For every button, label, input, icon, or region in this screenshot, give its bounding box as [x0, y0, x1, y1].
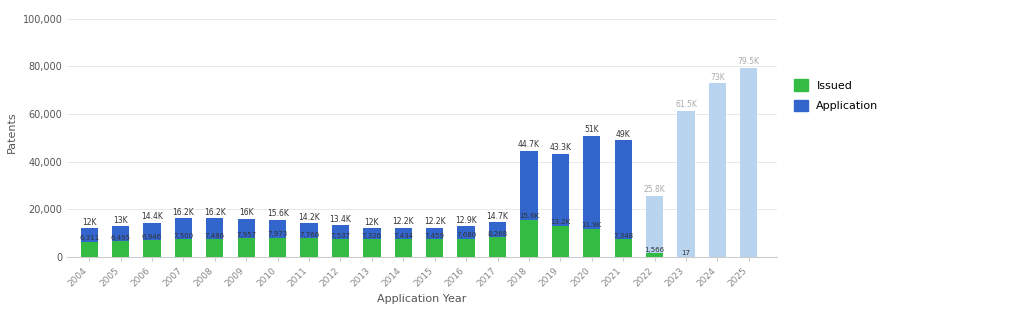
Text: 8,268: 8,268: [487, 231, 508, 237]
Bar: [614, 140, 632, 257]
Bar: [552, 154, 569, 257]
Text: 16.2K: 16.2K: [204, 208, 225, 217]
Bar: [175, 239, 193, 257]
Text: 13.4K: 13.4K: [330, 215, 351, 224]
Bar: [175, 218, 193, 257]
Legend: Issued, Application: Issued, Application: [790, 75, 883, 116]
Text: 7,434: 7,434: [393, 233, 414, 239]
Bar: [143, 223, 161, 257]
Text: 7,766: 7,766: [299, 232, 319, 238]
Text: 7,680: 7,680: [456, 232, 476, 238]
Bar: [646, 196, 664, 257]
Text: 12K: 12K: [82, 218, 96, 227]
Bar: [206, 218, 223, 257]
Bar: [143, 240, 161, 257]
Text: 16K: 16K: [239, 208, 254, 217]
Bar: [426, 239, 443, 257]
Text: 6,946: 6,946: [142, 234, 162, 240]
Bar: [520, 151, 538, 257]
Y-axis label: Patents: Patents: [7, 111, 17, 153]
Text: 17: 17: [682, 250, 690, 256]
Bar: [458, 239, 475, 257]
Text: 7,500: 7,500: [173, 233, 194, 239]
Bar: [364, 228, 381, 257]
Bar: [112, 241, 129, 257]
Text: 14.4K: 14.4K: [141, 212, 163, 221]
Text: 51K: 51K: [585, 125, 599, 134]
Text: 12.2K: 12.2K: [424, 217, 445, 226]
Bar: [394, 239, 412, 257]
Bar: [394, 228, 412, 257]
Bar: [300, 223, 317, 257]
Text: 7,348: 7,348: [613, 233, 633, 239]
Bar: [332, 239, 349, 257]
Bar: [646, 253, 664, 257]
Text: 49K: 49K: [615, 130, 631, 139]
Bar: [332, 225, 349, 257]
Text: 1,566: 1,566: [644, 247, 665, 253]
Bar: [583, 136, 600, 257]
Text: 44.7K: 44.7K: [518, 140, 540, 149]
Bar: [520, 220, 538, 257]
Bar: [300, 239, 317, 257]
Text: 15.6K: 15.6K: [266, 209, 289, 218]
Text: 7,459: 7,459: [425, 233, 444, 239]
Bar: [614, 239, 632, 257]
Text: 11.9K: 11.9K: [582, 222, 602, 228]
Text: 6,495: 6,495: [111, 235, 131, 241]
Bar: [709, 83, 726, 257]
Text: 7,486: 7,486: [205, 233, 225, 239]
Text: 16.2K: 16.2K: [173, 208, 195, 217]
Bar: [238, 219, 255, 257]
Text: 13K: 13K: [114, 216, 128, 225]
Text: 25.8K: 25.8K: [644, 185, 666, 194]
Bar: [488, 237, 506, 257]
Text: 7,973: 7,973: [267, 231, 288, 238]
Text: 61.5K: 61.5K: [675, 100, 697, 109]
Text: 43.3K: 43.3K: [549, 143, 571, 152]
X-axis label: Application Year: Application Year: [378, 294, 467, 304]
Bar: [81, 242, 98, 257]
Text: 14.2K: 14.2K: [298, 213, 319, 222]
Text: 12K: 12K: [365, 218, 379, 227]
Bar: [426, 228, 443, 257]
Bar: [238, 238, 255, 257]
Bar: [206, 239, 223, 257]
Bar: [458, 226, 475, 257]
Bar: [488, 222, 506, 257]
Text: 7,537: 7,537: [331, 233, 350, 239]
Text: 7,957: 7,957: [237, 231, 256, 238]
Bar: [677, 110, 694, 257]
Bar: [81, 228, 98, 257]
Text: 14.7K: 14.7K: [486, 211, 509, 220]
Bar: [552, 225, 569, 257]
Text: 79.5K: 79.5K: [738, 57, 760, 66]
Text: 6,311: 6,311: [79, 235, 99, 241]
Bar: [740, 68, 758, 257]
Text: 7,326: 7,326: [361, 233, 382, 239]
Text: 15.6K: 15.6K: [519, 213, 539, 219]
Text: 73K: 73K: [710, 73, 725, 82]
Bar: [269, 238, 287, 257]
Bar: [583, 229, 600, 257]
Bar: [112, 226, 129, 257]
Text: 12.9K: 12.9K: [456, 216, 477, 225]
Bar: [269, 220, 287, 257]
Text: 13.2K: 13.2K: [550, 219, 570, 225]
Text: 12.2K: 12.2K: [392, 217, 414, 226]
Bar: [364, 239, 381, 257]
